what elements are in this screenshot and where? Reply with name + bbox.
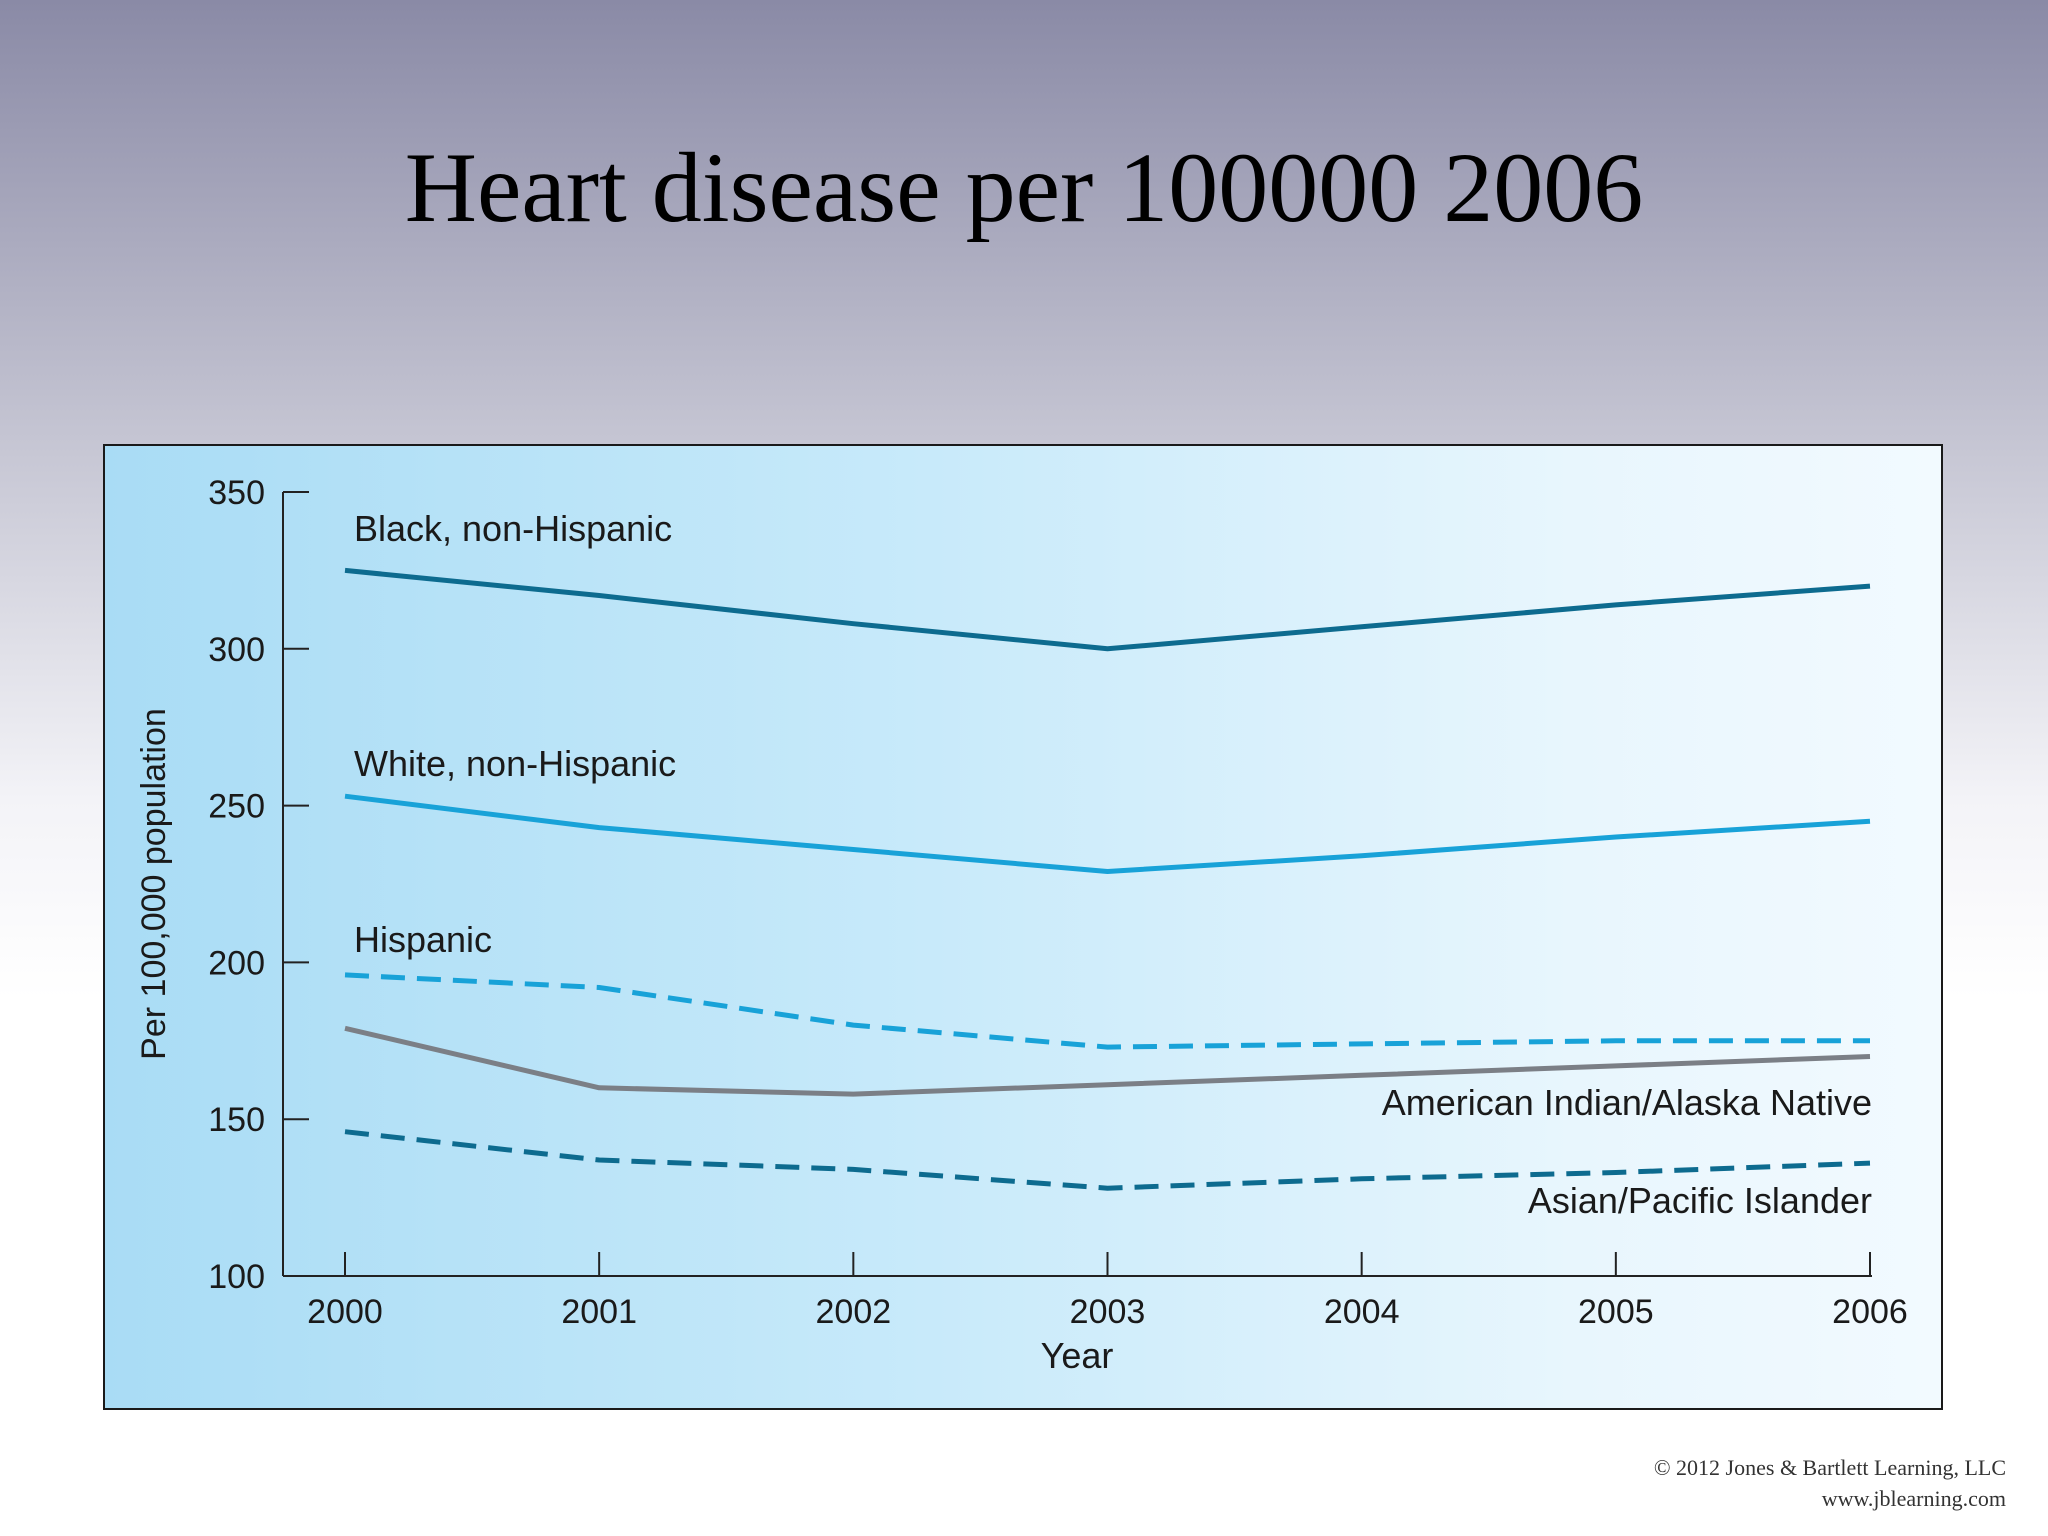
- x-tick-label: 2004: [1324, 1293, 1400, 1331]
- series-lines: [344, 567, 1871, 1191]
- x-tick-label: 2000: [307, 1293, 383, 1331]
- x-tick-label: 2006: [1832, 1293, 1908, 1331]
- series-label-black: Black, non-Hispanic: [354, 508, 672, 549]
- y-tick-label: 100: [208, 1258, 265, 1296]
- series-label-white: White, non-Hispanic: [354, 743, 676, 784]
- series-labels: Black, non-Hispanic White, non-Hispanic …: [354, 508, 1872, 1221]
- chart-axes: [282, 492, 1872, 1277]
- series-label-american-indian: American Indian/Alaska Native: [1382, 1082, 1872, 1123]
- chart-panel: 100 150 200 250 300 350 2000 2001 2002 2003 2004 2…: [103, 444, 1943, 1410]
- series-line-4: [344, 1129, 1871, 1191]
- x-tick-label: 2003: [1070, 1293, 1146, 1331]
- series-label-hispanic: Hispanic: [354, 919, 492, 960]
- page-title: Heart disease per 100000 2006: [404, 132, 1644, 243]
- y-ticks: 100 150 200 250 300 350: [208, 474, 309, 1296]
- series-line-2: [344, 972, 1870, 1050]
- y-tick-label: 350: [208, 474, 265, 512]
- series-label-asian-pacific: Asian/Pacific Islander: [1528, 1180, 1872, 1221]
- x-tick-label: 2001: [561, 1293, 637, 1331]
- y-tick-label: 150: [208, 1101, 265, 1139]
- series-line-1: [344, 793, 1871, 874]
- y-tick-label: 250: [208, 788, 265, 826]
- y-axis-label: Per 100,000 population: [135, 708, 173, 1060]
- website-link[interactable]: www.jblearning.com: [1821, 1486, 2006, 1511]
- series-line-0: [344, 567, 1871, 652]
- x-tick-label: 2005: [1578, 1293, 1654, 1331]
- x-ticks: 2000 2001 2002 2003 2004 2005 2006: [307, 1252, 1908, 1331]
- x-axis-label: Year: [1041, 1335, 1114, 1376]
- y-tick-label: 200: [208, 944, 265, 982]
- x-tick-label: 2002: [816, 1293, 892, 1331]
- copyright-text: © 2012 Jones & Bartlett Learning, LLC: [1653, 1455, 2006, 1480]
- series-line-3: [344, 1025, 1871, 1097]
- y-tick-label: 300: [208, 631, 265, 669]
